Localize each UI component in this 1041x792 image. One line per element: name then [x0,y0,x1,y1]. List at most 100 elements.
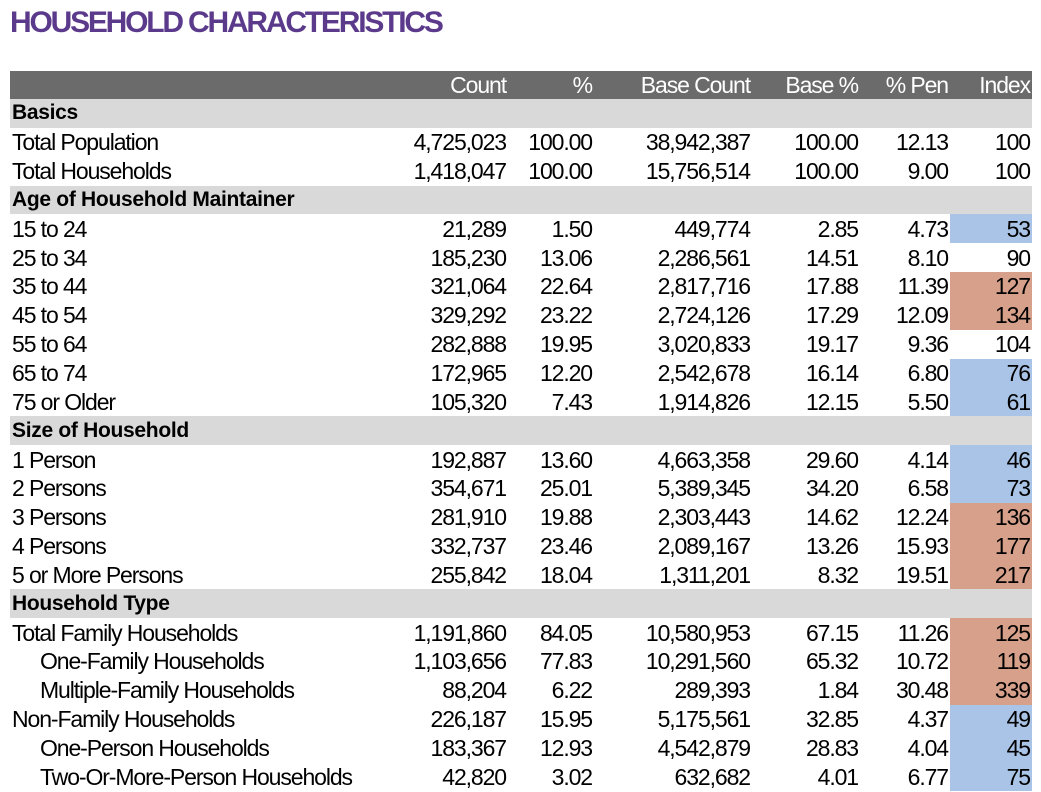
index-cell: 45 [950,733,1032,763]
table-row: Total Family Households 1,191,860 84.05 10,… [10,618,1032,648]
base-percent-cell: 100.00 [794,129,859,156]
base-count-cell: 2,089,167 [657,533,752,560]
index-cell: 217 [950,560,1032,590]
index-cell: 127 [950,272,1032,301]
percent-cell: 12.93 [539,734,593,761]
count-cell: 321,064 [430,273,508,300]
count-cell: 1,103,656 [413,648,508,675]
percent-pen-cell: 4.04 [907,734,949,761]
row-label: Multiple-Family Households [40,677,295,704]
base-percent-cell: 2.85 [817,215,859,242]
base-count-cell: 3,020,833 [657,331,752,358]
row-label: 25 to 34 [12,244,87,271]
percent-pen-cell: 6.80 [907,360,949,387]
base-count-cell: 449,774 [674,215,752,242]
base-count-cell: 632,682 [674,763,752,790]
base-percent-cell: 13.26 [805,533,859,560]
percent-cell: 100.00 [528,158,593,185]
base-count-cell: 1,311,201 [659,561,751,588]
table-row: 5 or More Persons 255,842 18.04 1,311,201 8.… [10,560,1032,590]
base-count-cell: 5,389,345 [657,475,752,502]
column-header-percent: % [508,71,594,99]
count-cell: 1,418,047 [413,158,508,185]
row-label: 2 Persons [12,475,107,502]
column-header-base-percent: Base % [752,71,860,99]
table-row: 45 to 54 329,292 23.22 2,724,126 17.29 12.09 1… [10,300,1032,330]
row-label: 1 Person [12,446,96,473]
index-cell: 61 [950,387,1032,417]
count-cell: 4,725,023 [413,129,508,156]
base-count-cell: 5,175,561 [657,706,752,733]
percent-pen-cell: 9.00 [907,158,949,185]
row-label: One-Family Households [40,648,265,675]
base-percent-cell: 8.32 [817,561,859,588]
percent-pen-cell: 9.36 [907,331,949,358]
index-cell: 75 [950,762,1032,792]
percent-cell: 1.50 [551,215,593,242]
percent-cell: 13.60 [539,446,593,473]
section-header-row: Household Type [10,589,1032,619]
base-count-cell: 2,724,126 [657,302,752,329]
index-cell: 90 [1006,244,1031,271]
percent-cell: 15.95 [539,706,593,733]
base-percent-cell: 16.14 [805,360,859,387]
base-percent-cell: 14.51 [805,244,859,271]
section-header-row: Age of Household Maintainer [10,185,1032,215]
column-header-count: Count [370,71,508,99]
row-label: 65 to 74 [12,360,87,387]
base-percent-cell: 14.62 [805,504,859,531]
table-row: 15 to 24 21,289 1.50 449,774 2.85 4.73 53 [10,214,1032,244]
section-title: Basics [10,99,1032,128]
index-cell: 73 [950,473,1032,503]
table-row: Total Population 4,725,023 100.00 38,942,38… [10,128,1032,157]
percent-pen-cell: 12.09 [895,302,949,329]
row-label: Total Households [12,158,172,185]
percent-pen-cell: 12.13 [895,129,949,156]
base-count-cell: 38,942,387 [645,129,751,156]
index-cell: 104 [994,331,1031,358]
row-label: Non-Family Households [12,706,235,733]
base-percent-cell: 17.88 [805,273,859,300]
base-percent-cell: 19.17 [805,331,859,358]
percent-pen-cell: 11.26 [897,619,949,646]
table-row: 35 to 44 321,064 22.64 2,817,716 17.88 11.39 1… [10,272,1032,301]
percent-pen-cell: 6.77 [907,763,949,790]
percent-pen-cell: 8.10 [907,244,949,271]
count-cell: 21,289 [442,215,507,242]
base-percent-cell: 12.15 [805,388,859,415]
row-label: 45 to 54 [12,302,87,329]
base-percent-cell: 29.60 [805,446,859,473]
table-row: 4 Persons 332,737 23.46 2,089,167 13.26 15.93… [10,531,1032,561]
percent-cell: 6.22 [551,677,593,704]
base-count-cell: 4,663,358 [657,446,752,473]
count-cell: 192,887 [430,446,508,473]
index-cell: 100 [994,129,1031,156]
section-header-row: Size of Household [10,416,1032,446]
percent-pen-cell: 10.72 [895,648,949,675]
base-count-cell: 289,393 [674,677,752,704]
row-label: 55 to 64 [12,331,87,358]
percent-cell: 7.43 [551,388,593,415]
count-cell: 42,820 [442,763,507,790]
index-cell: 100 [994,158,1031,185]
section-title: Household Type [10,589,1032,619]
base-count-cell: 2,542,678 [657,360,752,387]
row-label: 35 to 44 [12,273,87,300]
index-cell: 339 [950,675,1032,705]
table-row: 55 to 64 282,888 19.95 3,020,833 19.17 9.36 10… [10,330,1032,359]
index-cell: 134 [950,300,1032,330]
table-row: Non-Family Households 226,187 15.95 5,175,5… [10,704,1032,734]
index-cell: 46 [950,445,1032,474]
percent-cell: 3.02 [551,763,593,790]
percent-pen-cell: 6.58 [907,475,949,502]
row-label: Two-Or-More-Person Households [40,763,353,790]
table-row: 2 Persons 354,671 25.01 5,389,345 34.20 6.58 7… [10,473,1032,503]
base-percent-cell: 32.85 [805,706,859,733]
percent-pen-cell: 4.14 [907,446,949,473]
count-cell: 88,204 [442,677,507,704]
percent-pen-cell: 5.50 [907,388,949,415]
section-title: Size of Household [10,416,1032,446]
index-cell: 177 [950,531,1032,561]
base-count-cell: 4,542,879 [657,734,752,761]
table-header-row: Count % Base Count Base % % Pen Index [10,71,1032,99]
